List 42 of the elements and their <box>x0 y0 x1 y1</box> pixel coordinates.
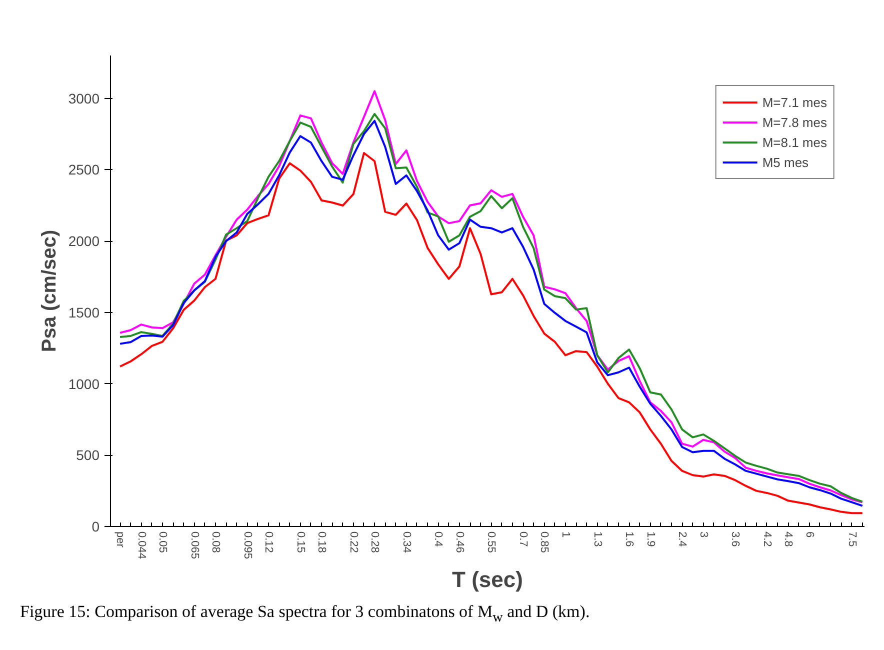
x-tick-label: 0.22 <box>347 532 360 553</box>
x-tick-label: 0.05 <box>156 532 168 553</box>
x-axis-title: T (sec) <box>452 567 523 592</box>
x-tick-label: per <box>114 532 126 548</box>
y-tick-label: 1500 <box>68 304 100 320</box>
x-tick-label: 3 <box>697 532 710 538</box>
x-tick-label: 7.5 <box>846 532 858 547</box>
caption: Figure 15: Comparison of average Sa spectra for 3 combinatons of M$_{w}$ and D (km). <box>20 601 590 628</box>
x-tick-label: 2.4 <box>676 532 688 547</box>
x-tick-label: 6 <box>803 532 816 538</box>
x-tick-label: 4.8 <box>782 532 794 547</box>
x-tick-label: 0.85 <box>538 532 550 553</box>
x-tick-label: 0.044 <box>135 532 148 560</box>
y-tick-label: 0 <box>92 518 100 534</box>
y-tick-label: 3000 <box>68 90 100 106</box>
legend-label: M=8.1 mes <box>762 134 827 150</box>
x-tick-label: 0.15 <box>294 532 306 553</box>
x-tick-label: 0.7 <box>517 532 530 547</box>
x-tick-label: 0.12 <box>262 532 275 553</box>
x-tick-label: 1.3 <box>591 532 604 547</box>
x-tick-label: 0.28 <box>368 532 381 553</box>
x-tick-label: 1.6 <box>623 532 636 547</box>
y-axis-title: Psa (cm/sec) <box>38 230 60 352</box>
legend-label: M=7.8 mes <box>762 114 827 130</box>
x-tick-label: 0.46 <box>453 532 466 553</box>
y-tick-label: 1000 <box>68 376 100 392</box>
x-tick-label: 3.6 <box>729 532 742 547</box>
x-tick-label: 0.08 <box>209 532 222 553</box>
legend-label: M=7.1 mes <box>762 94 827 110</box>
x-tick-label: 4.2 <box>760 532 773 547</box>
legend-label: M5 mes <box>762 154 809 170</box>
x-tick-label: 1 <box>559 532 572 538</box>
x-tick-label: 0.065 <box>188 532 200 560</box>
x-tick-label: 0.34 <box>400 532 412 553</box>
x-tick-label: 1.9 <box>644 532 656 547</box>
x-tick-label: 0.18 <box>316 532 328 553</box>
x-tick-label: 0.55 <box>485 532 498 553</box>
y-tick-label: 2500 <box>68 162 100 178</box>
y-tick-label: 500 <box>76 447 100 464</box>
x-tick-label: 0.095 <box>241 532 254 560</box>
y-tick-label: 2000 <box>68 233 100 250</box>
x-tick-label: 0.4 <box>432 532 444 547</box>
